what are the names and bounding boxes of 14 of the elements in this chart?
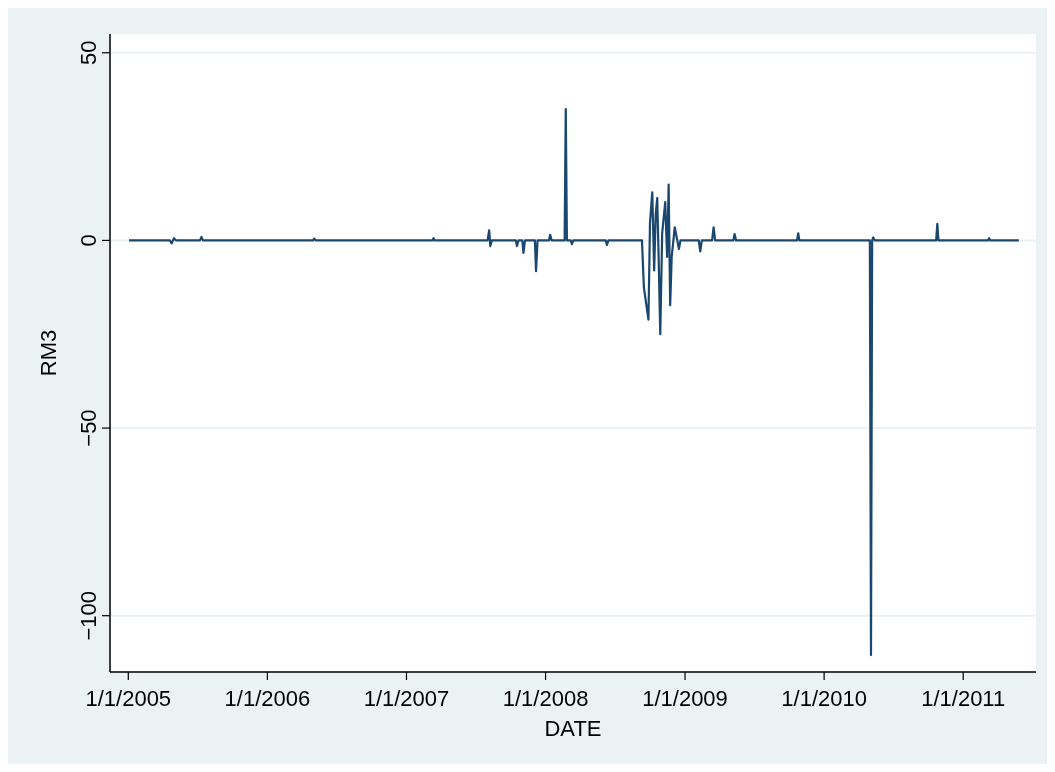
x-tick-label: 1/1/2007 [363, 686, 450, 711]
y-tick-label: −100 [76, 590, 101, 641]
y-tick-label: 0 [76, 234, 101, 247]
line-series [127, 107, 1020, 657]
x-axis-title: DATE [544, 716, 602, 741]
y-tick-label: −50 [76, 409, 101, 447]
x-tick-label: 1/1/2005 [85, 686, 172, 711]
y-tick-label: 50 [76, 40, 101, 66]
x-tick-label: 1/1/2008 [502, 686, 589, 711]
y-axis-title: RM3 [36, 329, 61, 377]
x-tick-label: 1/1/2009 [642, 686, 728, 711]
x-tick-label: 1/1/2011 [921, 686, 1006, 711]
x-tick-label: 1/1/2010 [781, 686, 867, 711]
x-tick-label: 1/1/2006 [224, 686, 311, 711]
